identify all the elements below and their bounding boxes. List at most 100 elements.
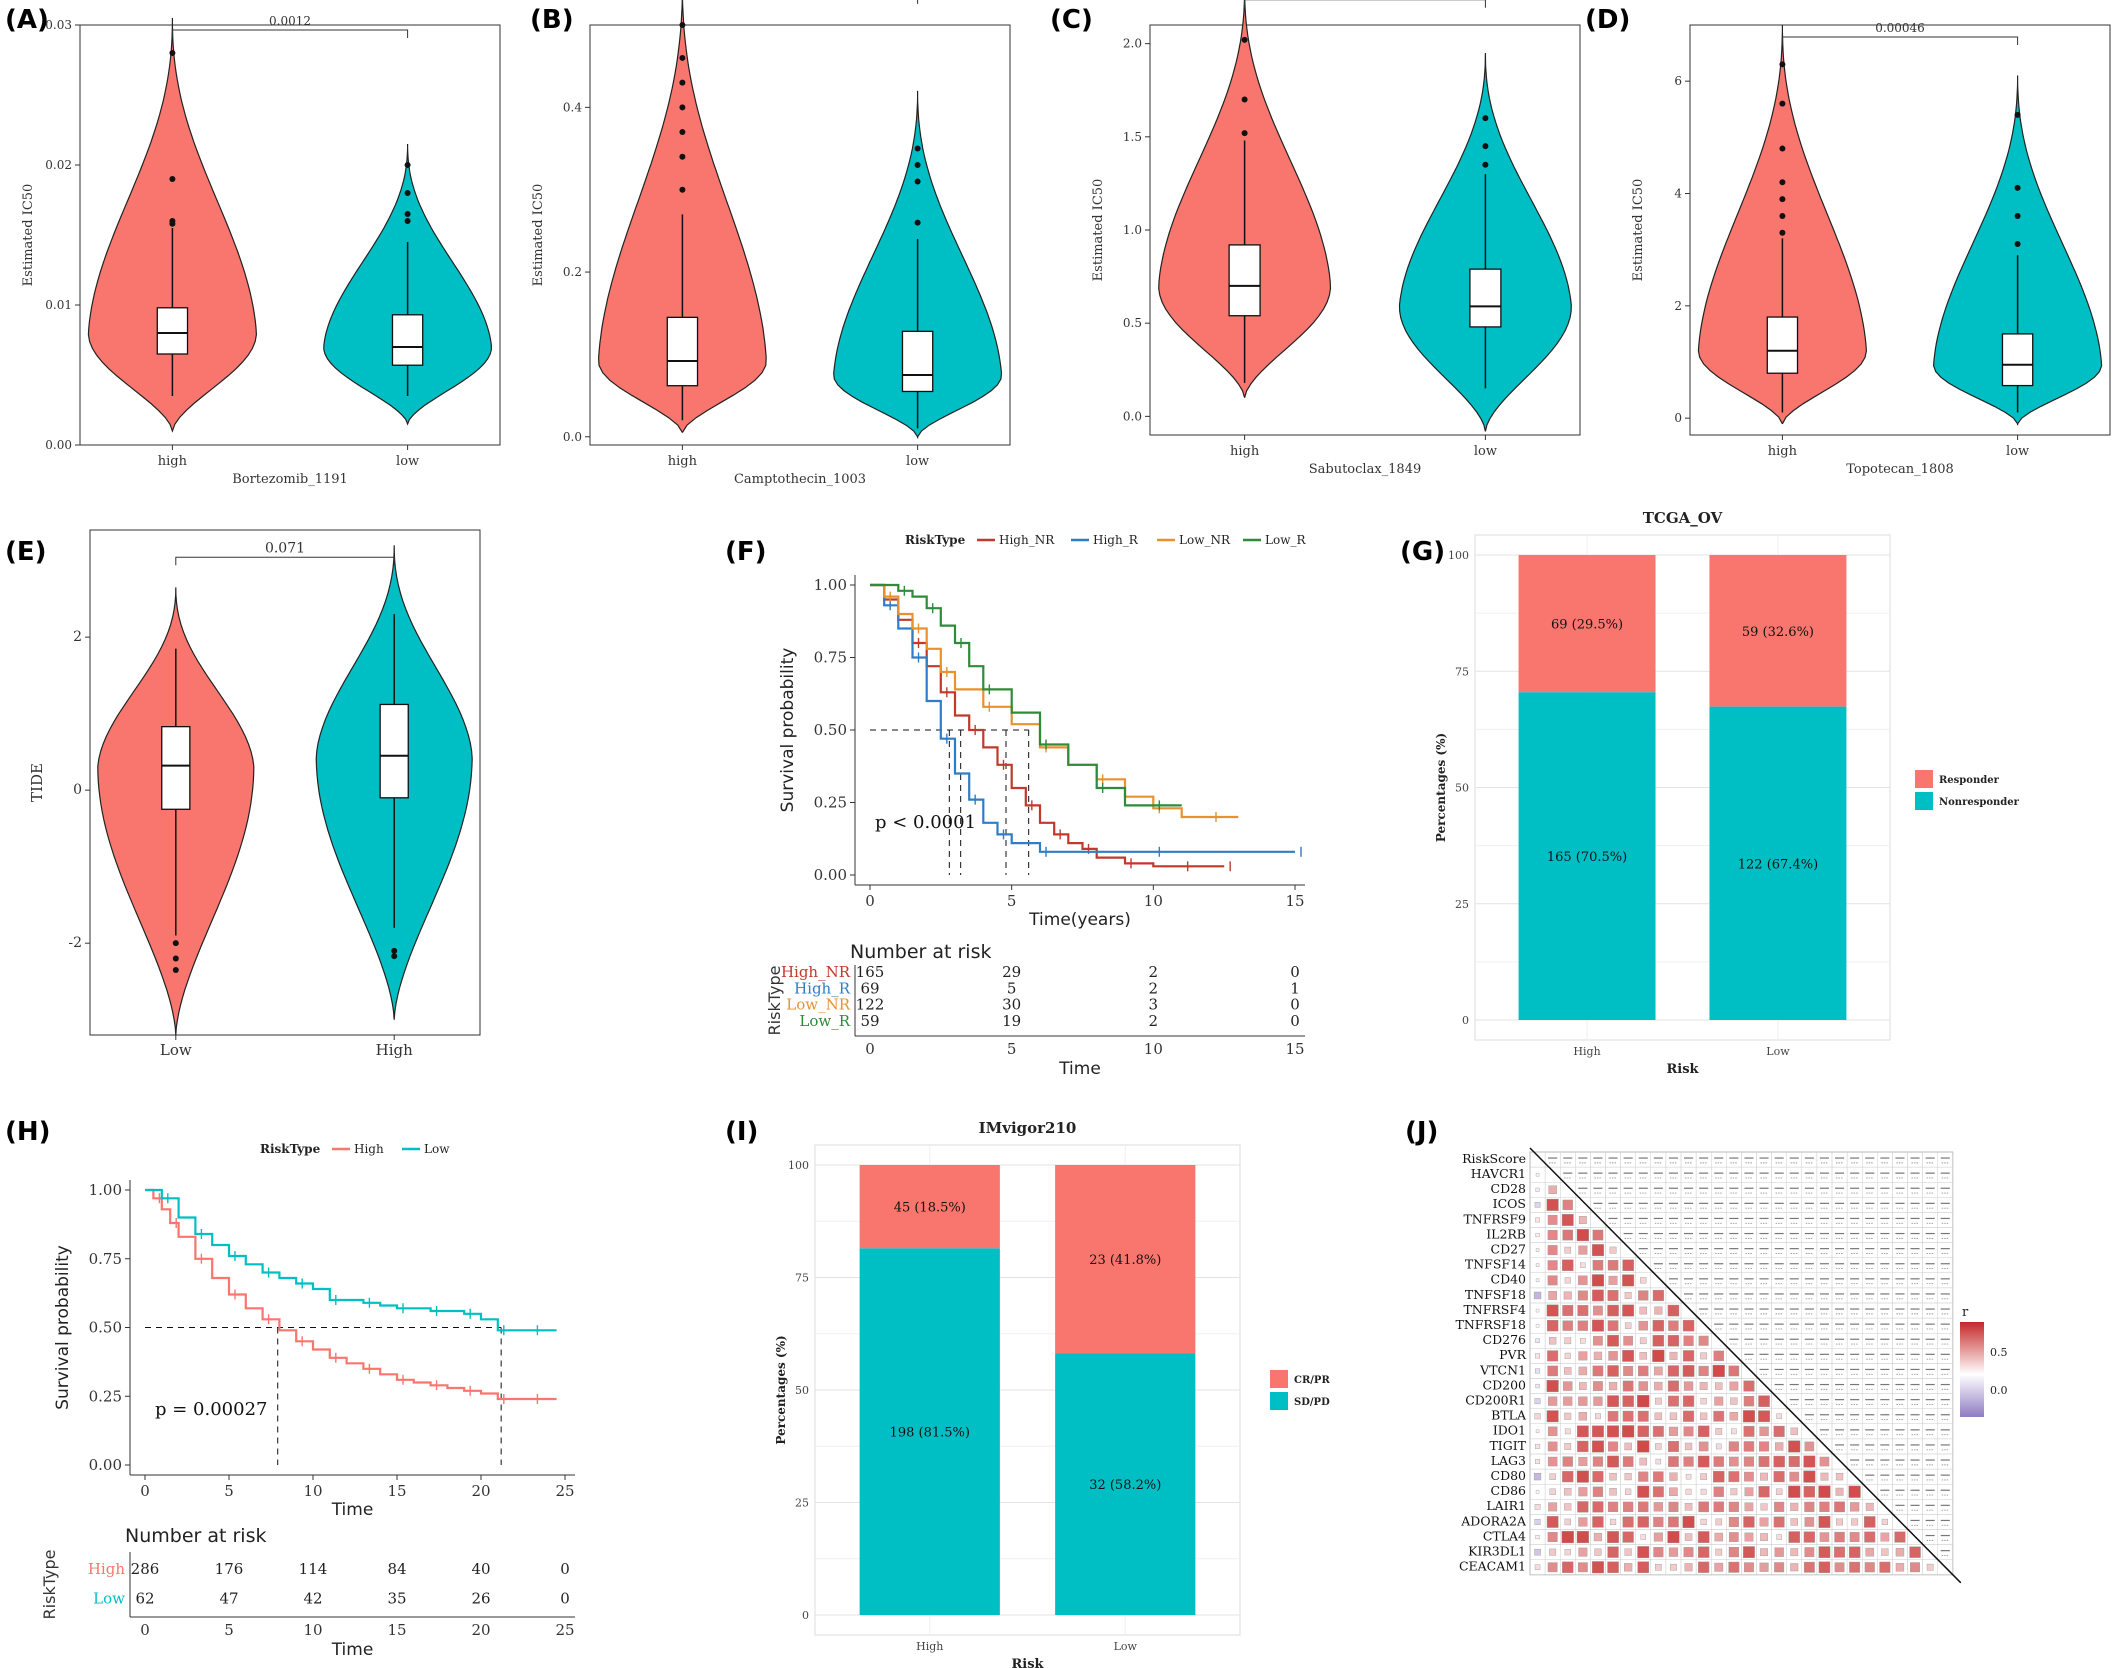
legend-swatch-Responder [1915, 770, 1933, 788]
correlation-square [1637, 1395, 1650, 1408]
correlation-square [1729, 1456, 1739, 1467]
outlier-point [914, 178, 921, 185]
risk-row-label-High_R: High_R [794, 979, 851, 997]
plot-frame [89, 529, 481, 1036]
violin-panel-4: -2 0 2 Low High 0.071 TIDE [28, 529, 481, 1059]
y-tick-label: 0.00 [89, 1456, 122, 1474]
correlation-square [1607, 1320, 1619, 1331]
x-tick-label: 5 [224, 1482, 234, 1500]
y-tick-label: 0.5 [1123, 316, 1142, 330]
outlier-point [404, 211, 411, 217]
p-value-label: 0.0012 [269, 14, 311, 28]
correlation-square [1652, 1425, 1664, 1437]
y-tick-label: 0.50 [89, 1319, 122, 1337]
legend-title: RiskType [260, 1142, 321, 1156]
correlation-square [1592, 1425, 1604, 1438]
significance-bracket [171, 29, 409, 38]
correlation-square [1834, 1501, 1845, 1513]
correlation-square [1534, 1202, 1541, 1208]
survival-curve-Low [145, 1188, 557, 1332]
correlation-square [1607, 1531, 1619, 1543]
bar-label: 69 (29.5%) [1551, 618, 1623, 633]
x-tick-label: 15 [1285, 892, 1304, 910]
outlier-point [914, 219, 921, 226]
risk-count: 62 [135, 1590, 154, 1608]
row-label-TNFRSF4: TNFRSF4 [1463, 1302, 1526, 1317]
correlation-square [1577, 1501, 1589, 1513]
violin-panel-3: 0 2 4 6 high low 0.00046 Estimated IC50 Topoteca… [1631, 21, 2111, 477]
risk-count: 122 [856, 996, 885, 1014]
box-low [901, 330, 934, 393]
correlation-square [1561, 1214, 1574, 1226]
correlation-square [1728, 1547, 1739, 1558]
legend-swatch-CR/PR [1270, 1370, 1288, 1388]
correlation-square [1547, 1215, 1558, 1225]
panel-label-e: (E) [5, 537, 47, 567]
correlation-square [1790, 1563, 1799, 1572]
correlation-square [1577, 1440, 1589, 1453]
correlation-heatmap: RiskScoreHAVCR1CD28ICOSTNFRSF9IL2RBCD27T… [1455, 1147, 2008, 1584]
correlation-square [1622, 1425, 1635, 1438]
bar-label: 59 (32.6%) [1742, 625, 1814, 640]
correlation-square [1758, 1395, 1770, 1407]
correlation-square [1653, 1471, 1664, 1482]
correlation-square [1715, 1443, 1722, 1450]
correlation-square [1728, 1471, 1740, 1483]
correlation-square [1576, 1470, 1589, 1483]
outlier-point [2014, 111, 2021, 118]
outlier-point [1241, 96, 1248, 103]
x-axis-label: Sabutoclax_1849 [1309, 462, 1422, 477]
correlation-square [1834, 1531, 1845, 1543]
correlation-square [1760, 1533, 1768, 1541]
x-tick-label: Low [160, 1041, 192, 1059]
correlation-square [1607, 1501, 1619, 1512]
correlation-square [1580, 1262, 1586, 1268]
correlation-square [1535, 1308, 1540, 1313]
correlation-square [1714, 1532, 1723, 1542]
x-axis-label: Topotecan_1808 [1846, 462, 1954, 477]
correlation-square [1578, 1487, 1588, 1497]
risk-row-label-Low_NR: Low_NR [786, 996, 850, 1014]
row-label-IDO1: IDO1 [1493, 1423, 1526, 1438]
correlation-square [1607, 1425, 1620, 1438]
correlation-square [1803, 1531, 1815, 1543]
colorbar [1960, 1322, 1984, 1417]
correlation-square [1834, 1546, 1846, 1558]
y-tick-label: 2.0 [1123, 37, 1142, 51]
plot-frame [1689, 24, 2111, 436]
correlation-square [1546, 1304, 1559, 1317]
correlation-square [1668, 1547, 1679, 1557]
correlation-square [1788, 1531, 1800, 1543]
panel-label-d: (D) [1585, 5, 1630, 35]
correlation-square [1535, 1429, 1540, 1434]
panel-label-j: (J) [1405, 1117, 1438, 1147]
correlation-square [1789, 1471, 1800, 1482]
risk-count: 0 [1290, 996, 1300, 1014]
row-label-CD40: CD40 [1491, 1272, 1527, 1287]
panel-label-f: (F) [725, 537, 767, 567]
y-tick-label: 2 [1674, 299, 1682, 313]
correlation-square [1564, 1277, 1571, 1284]
bar-label: 32 (58.2%) [1089, 1478, 1161, 1493]
correlation-square [1714, 1396, 1724, 1406]
correlation-square [1790, 1548, 1799, 1557]
correlation-square [1759, 1562, 1769, 1572]
row-label-ADORA2A: ADORA2A [1460, 1513, 1527, 1528]
correlation-square [1608, 1275, 1618, 1285]
correlation-square [1713, 1486, 1724, 1497]
correlation-square [1669, 1351, 1678, 1360]
correlation-square [1776, 1413, 1782, 1420]
correlation-square [1593, 1351, 1603, 1360]
outlier-point [1779, 179, 1786, 186]
correlation-square [1607, 1365, 1619, 1377]
bar-label: 198 (81.5%) [890, 1426, 970, 1441]
correlation-square [1564, 1428, 1571, 1435]
y-tick-label: 0.0 [1123, 409, 1142, 423]
risk-x-tick-label: 20 [471, 1621, 490, 1639]
correlation-square [1700, 1488, 1707, 1495]
correlation-square [1669, 1487, 1678, 1497]
x-tick-label: High [1573, 1045, 1600, 1058]
correlation-square [1534, 1504, 1541, 1510]
correlation-square [1759, 1441, 1770, 1452]
outlier-point [1779, 196, 1786, 203]
